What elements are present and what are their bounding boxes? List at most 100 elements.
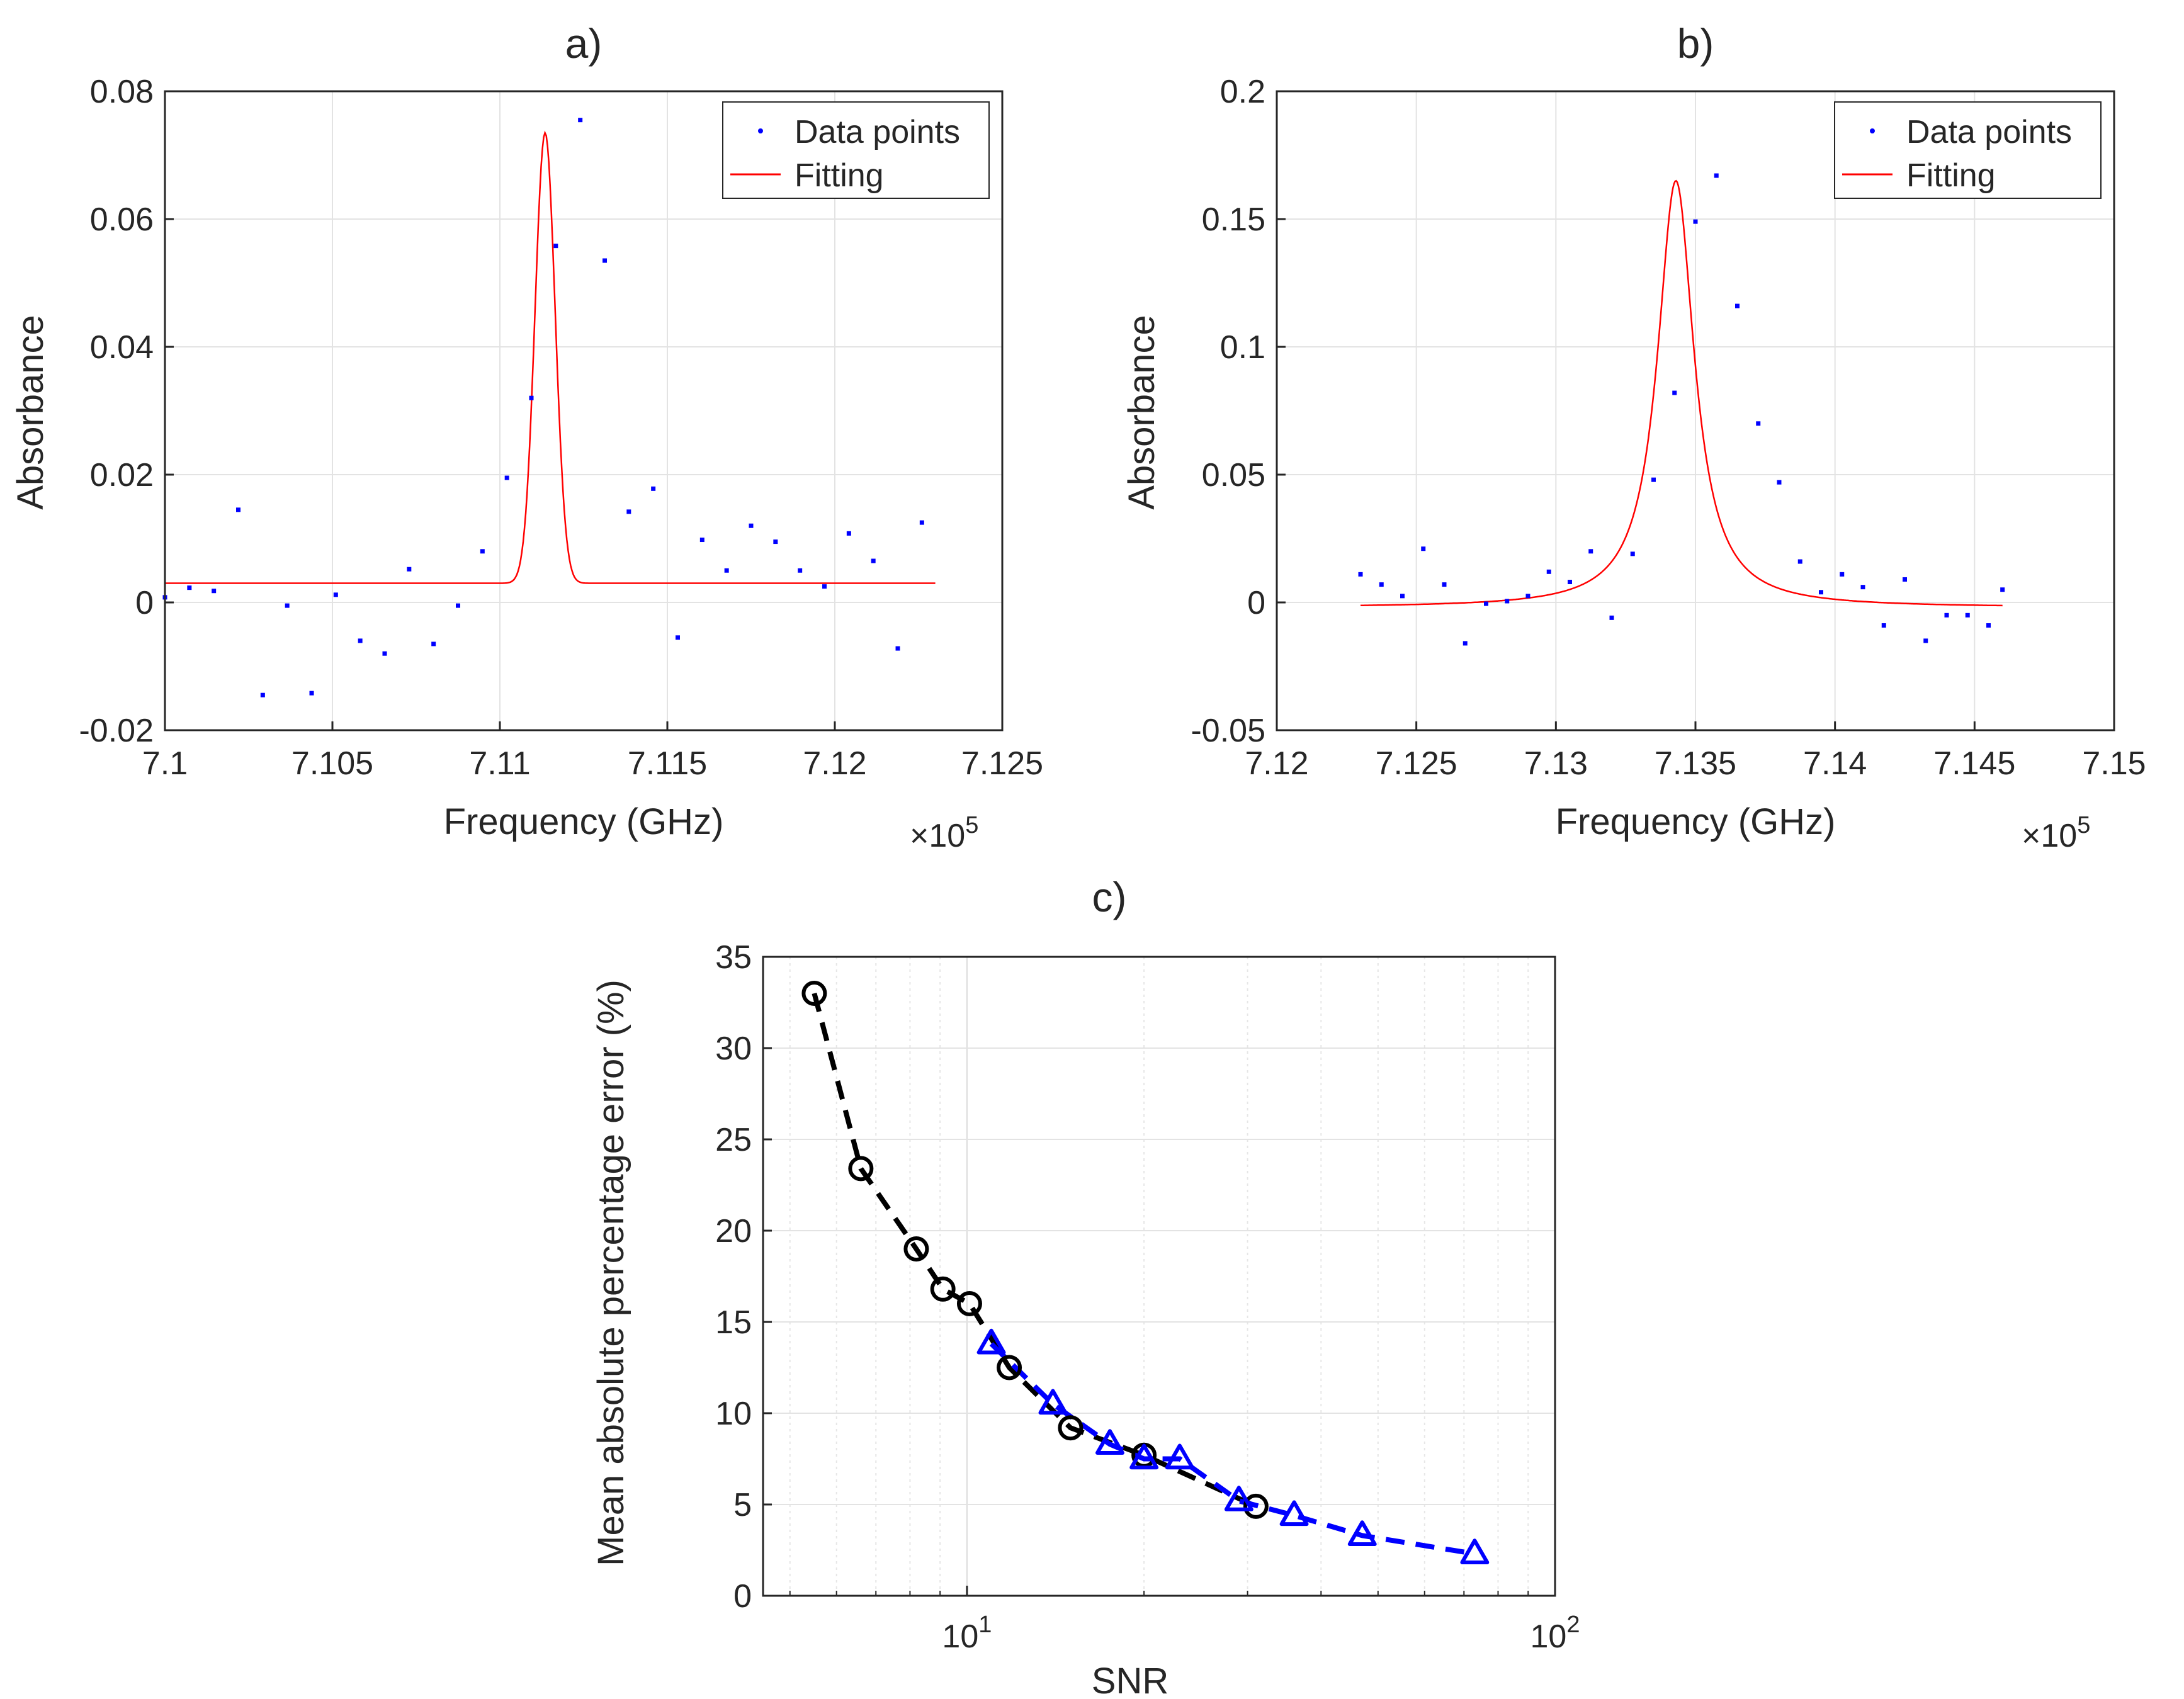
- panel-a-fit-curve: [165, 130, 936, 584]
- panel-a-chart: a) 7.1 7.105 7.11 7.115 7.12 7.125 -0.02 0 0.02 0…: [10, 20, 1043, 854]
- panel-c-y-tick-label: 15: [715, 1304, 752, 1341]
- panel-a-data-point: [822, 584, 827, 589]
- panel-a-data-point: [285, 603, 290, 608]
- panel-c-series-circles-line: [812, 992, 1257, 1509]
- panel-b-data-point: [1797, 559, 1802, 564]
- panel-a-legend-fitting: Fitting: [795, 157, 884, 194]
- panel-b-data-point: [1965, 612, 1970, 618]
- panel-c-triangle-marker: [1347, 1520, 1377, 1546]
- panel-b-chart: b) 7.12 7.125 7.13 7.135 7.14 7.145 7.15 -0.05 0…: [1121, 20, 2146, 854]
- panel-c-x-tick-label: 102: [1530, 1612, 1580, 1655]
- panel-c-circle-marker: [801, 981, 827, 1006]
- panel-b-legend-box: [1834, 101, 2102, 199]
- panel-c-y-tick-label: 0: [733, 1578, 752, 1615]
- panel-b-data-point: [1693, 219, 1698, 224]
- panel-b-data-point: [1630, 551, 1635, 556]
- panel-b-data-point: [1484, 601, 1488, 606]
- panel-a-grid: [164, 91, 1003, 731]
- panel-a-data-point: [749, 523, 754, 528]
- panel-a-data-point: [260, 692, 265, 697]
- panel-c-circle-marker: [1243, 1493, 1269, 1519]
- panel-b-legend-fitting: Fitting: [1906, 157, 1996, 194]
- panel-b-data-point: [1735, 303, 1740, 308]
- panel-b-data-point: [1860, 585, 1865, 590]
- panel-a-x-tick-label: 7.105: [291, 745, 373, 782]
- panel-c-title: c): [1092, 874, 1127, 920]
- panel-a-data-point: [529, 395, 534, 400]
- panel-c-y-tick-label: 35: [715, 939, 752, 976]
- panel-c-circle-marker: [848, 1156, 874, 1182]
- panel-c-y-tick-label: 20: [715, 1213, 752, 1250]
- panel-a-fit-layer: [165, 130, 936, 584]
- panel-b-x-tick-label: 7.14: [1803, 745, 1867, 782]
- panel-c-y-tick-label: 30: [715, 1030, 752, 1067]
- panel-a-data-point: [895, 646, 900, 651]
- panel-b-tick-labels: 7.12 7.125 7.13 7.135 7.14 7.145 7.15 -0.05 0 0.0…: [1191, 74, 2146, 782]
- panel-b-legend-data-points: Data points: [1906, 114, 2072, 150]
- panel-a-data-point: [480, 549, 485, 554]
- panel-a-x-tick-label: 7.1: [142, 745, 188, 782]
- panel-c-axes-frame: [762, 956, 1556, 1597]
- panel-b-y-tick-label: 0: [1247, 585, 1265, 621]
- panel-b-data-point: [1819, 590, 1823, 595]
- panel-c-triangle-marker: [1165, 1443, 1194, 1470]
- panel-b-data-point: [1588, 549, 1593, 554]
- panel-b-data-point: [1903, 577, 1907, 582]
- panel-a-y-tick-label: 0.02: [90, 457, 154, 494]
- panel-a-data-point: [603, 258, 608, 263]
- panel-c-x-tick-exponent: 2: [1566, 1612, 1580, 1638]
- panel-b-x-tick-label: 7.12: [1245, 745, 1308, 782]
- panel-c-circle-marker: [930, 1276, 956, 1302]
- panel-c-circle-marker: [1058, 1415, 1084, 1441]
- panel-a-data-point: [309, 691, 314, 696]
- panel-a-y-tick-label: 0.04: [90, 329, 154, 366]
- panel-a-data-point: [773, 539, 778, 545]
- panel-b-y-tick-label: 0.1: [1220, 329, 1265, 366]
- panel-b-fit-layer: [1361, 179, 2003, 607]
- panel-a-data-point: [699, 538, 704, 543]
- panel-a-x-tick-label: 7.115: [628, 745, 707, 782]
- panel-c-circle-marker: [956, 1291, 982, 1316]
- panel-b-legend: Data points Fitting: [1834, 101, 2102, 199]
- panel-a-y-tick-label: 0: [135, 585, 154, 621]
- panel-a-x-multiplier-base: ×10: [910, 818, 965, 854]
- panel-b-data-point: [1840, 572, 1845, 577]
- panel-b-x-multiplier-base: ×10: [2022, 818, 2077, 854]
- panel-b-data-point: [1525, 594, 1530, 599]
- panel-c-x-tick-label: 101: [942, 1612, 992, 1655]
- panel-b-data-point: [1881, 623, 1886, 628]
- panel-a-data-point: [798, 568, 803, 573]
- panel-b-data-point: [1651, 477, 1656, 482]
- panel-b-x-tick-label: 7.13: [1524, 745, 1588, 782]
- panel-b-data-point: [1986, 623, 1991, 628]
- panel-a-x-tick-label: 7.125: [961, 745, 1043, 782]
- panel-c-triangle-marker: [1224, 1486, 1253, 1511]
- panel-a-data-point: [407, 567, 412, 572]
- panel-b-data-point: [1463, 641, 1468, 646]
- panel-b-title: b): [1677, 20, 1714, 67]
- panel-b-legend-dot-swatch: [1870, 128, 1875, 133]
- panel-b-x-tick-label: 7.125: [1376, 745, 1457, 782]
- panel-b-x-tick-label: 7.135: [1655, 745, 1736, 782]
- panel-a-data-point: [333, 592, 338, 597]
- panel-c-circle-marker: [903, 1236, 929, 1262]
- panel-c-x-tick-base: 10: [1530, 1618, 1567, 1655]
- panel-a-data-points-layer: [162, 118, 924, 697]
- panel-a-legend: Data points Fitting: [722, 101, 990, 199]
- panel-b-data-point: [1379, 582, 1384, 587]
- panel-a-data-point: [358, 638, 363, 643]
- panel-a-y-axis-label: Absorbance: [10, 315, 51, 510]
- panel-b-data-point: [1568, 580, 1572, 585]
- panel-c-triangle-marker: [976, 1328, 1006, 1355]
- panel-c-triangle-marker: [1460, 1538, 1490, 1564]
- panel-b-x-tick-label: 7.15: [2082, 745, 2146, 782]
- panel-b-data-point: [1442, 582, 1447, 587]
- panel-c-x-tick-exponent: 1: [978, 1612, 992, 1638]
- panel-a-data-point: [187, 585, 192, 590]
- panel-b-data-point: [1944, 612, 1949, 618]
- panel-b-data-point: [1358, 572, 1363, 577]
- panel-a-data-point: [675, 635, 680, 640]
